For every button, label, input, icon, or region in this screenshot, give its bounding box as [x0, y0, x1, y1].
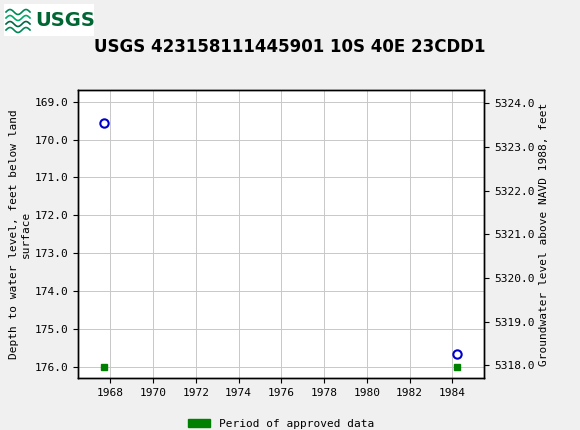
Legend: Period of approved data: Period of approved data: [184, 415, 379, 430]
Y-axis label: Groundwater level above NAVD 1988, feet: Groundwater level above NAVD 1988, feet: [539, 103, 549, 366]
FancyBboxPatch shape: [4, 4, 94, 36]
Text: USGS 423158111445901 10S 40E 23CDD1: USGS 423158111445901 10S 40E 23CDD1: [94, 38, 486, 56]
Y-axis label: Depth to water level, feet below land
surface: Depth to water level, feet below land su…: [9, 110, 31, 359]
Text: USGS: USGS: [35, 10, 95, 30]
